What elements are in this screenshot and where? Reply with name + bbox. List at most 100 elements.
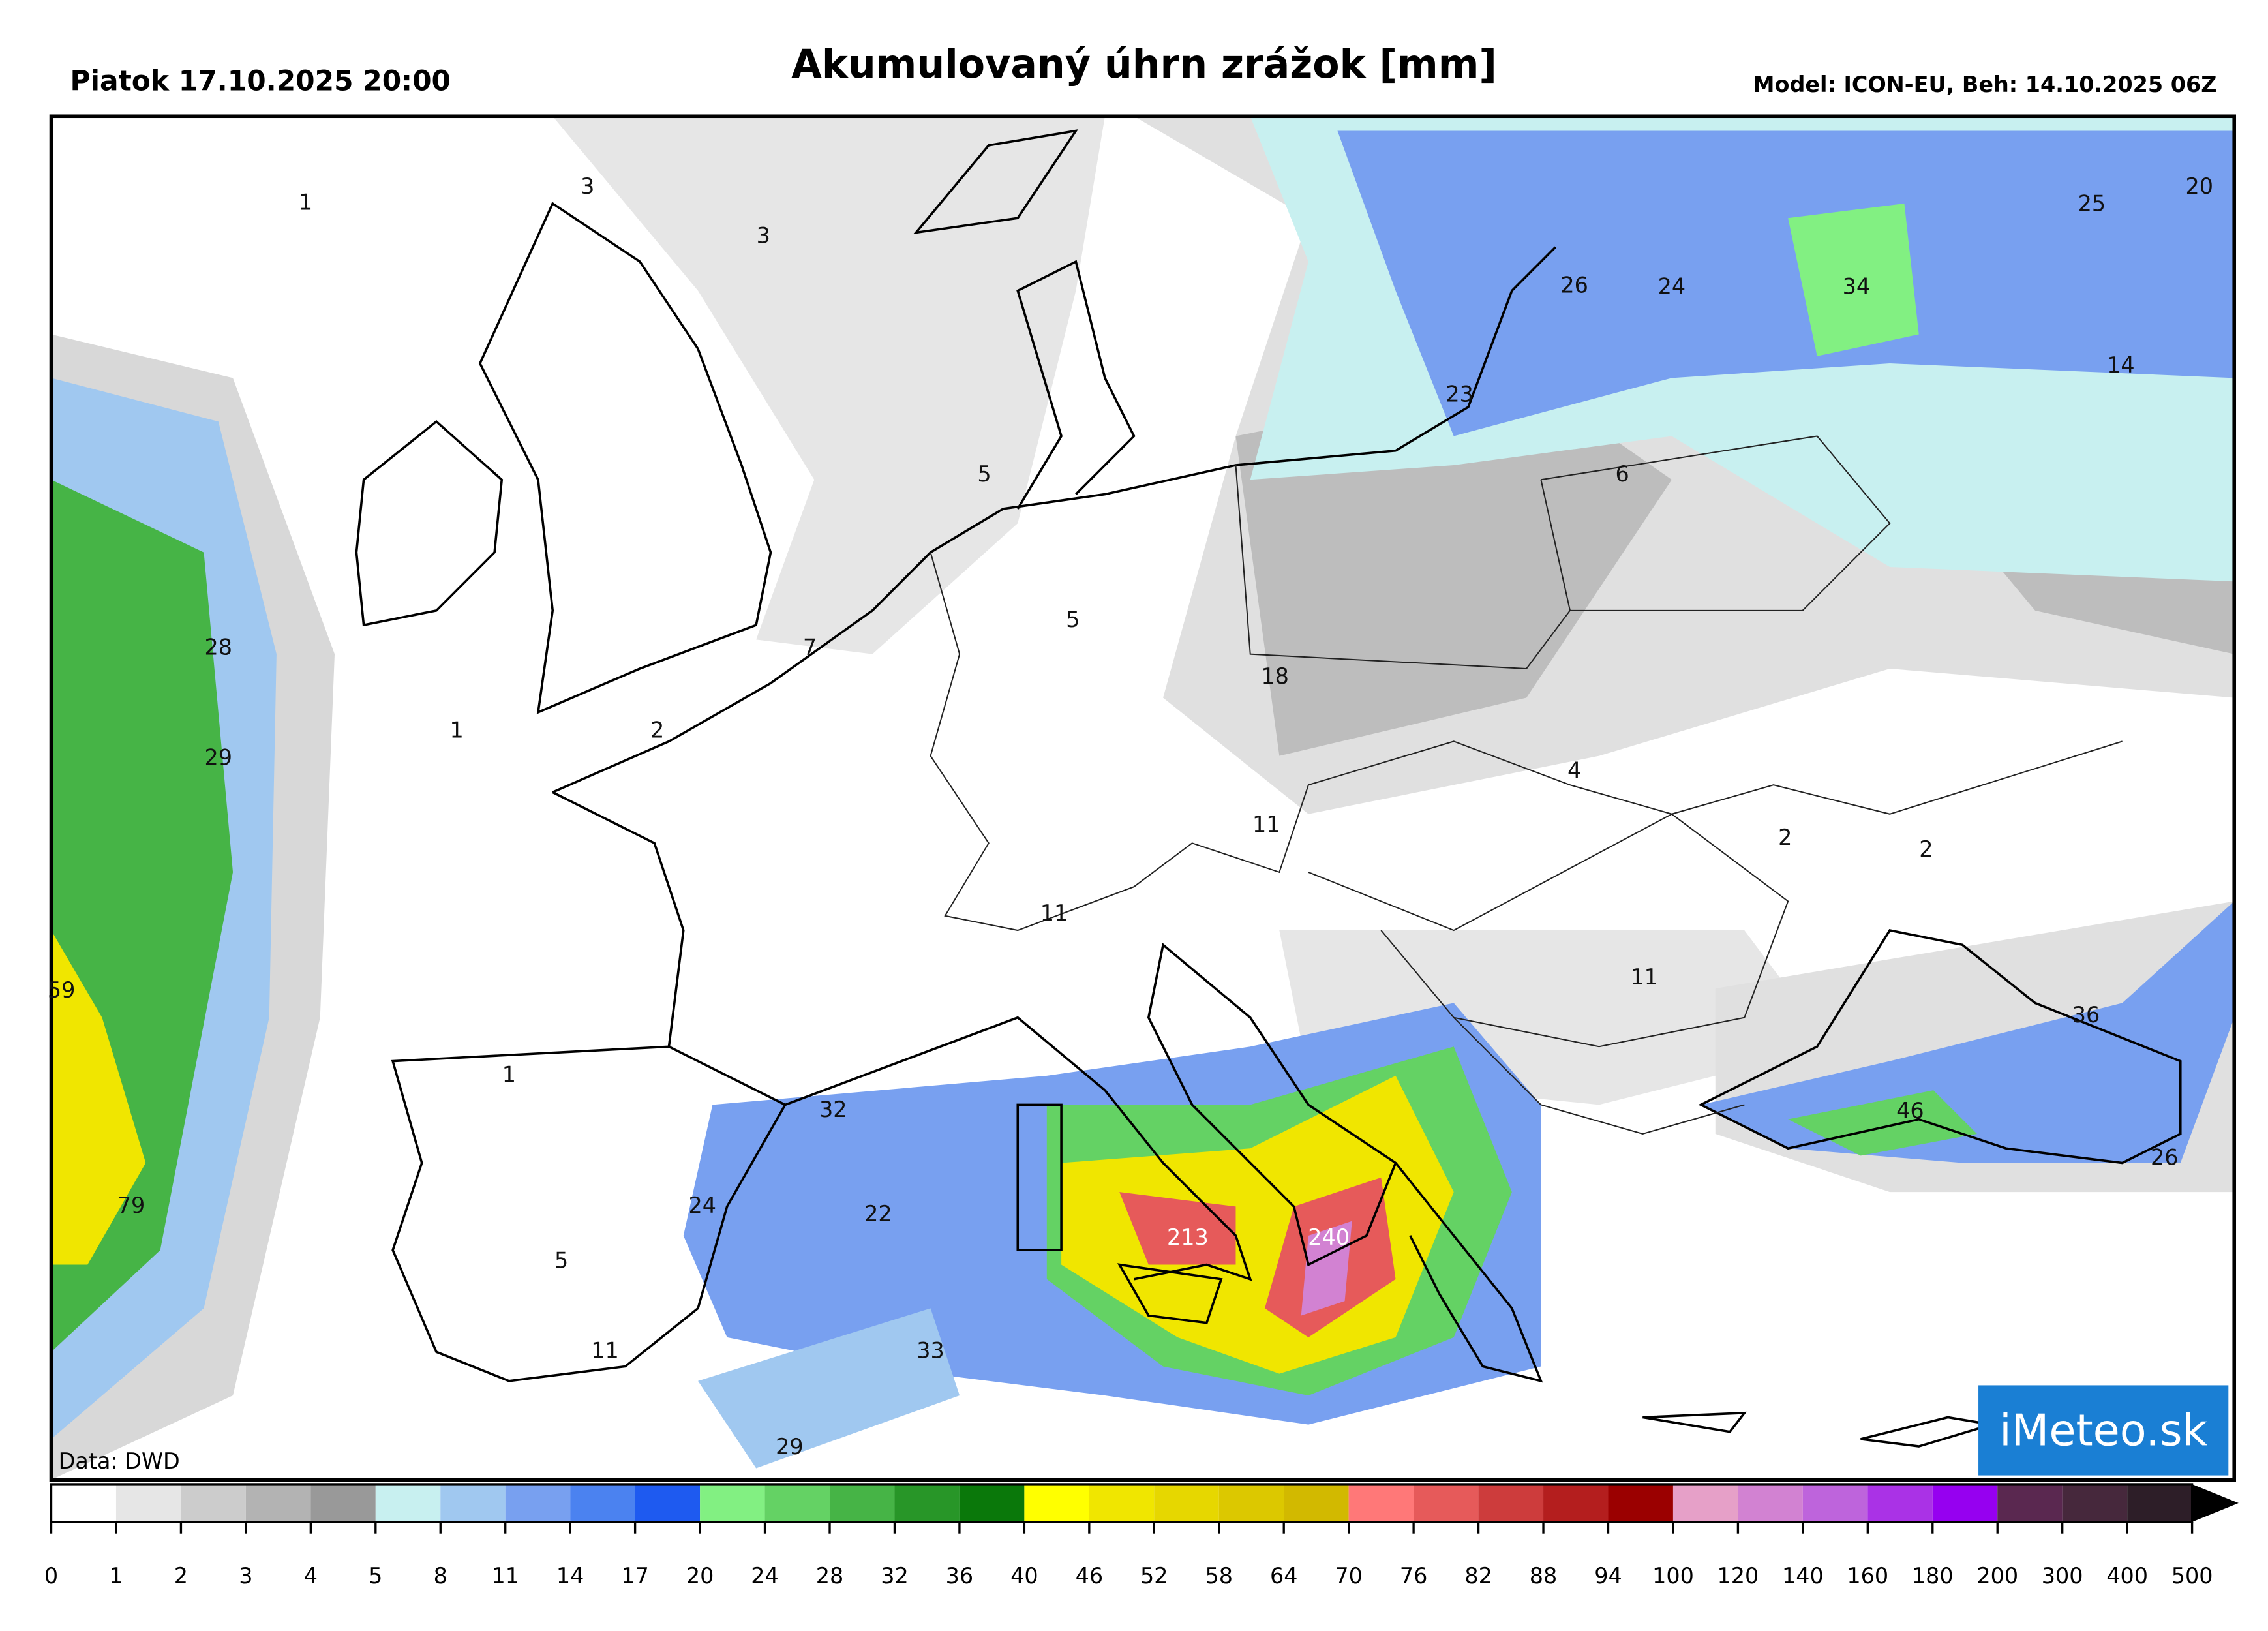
colorbar-box	[1608, 1484, 1673, 1522]
logo-box	[1978, 1385, 2229, 1476]
map-frame	[49, 114, 2237, 1482]
colorbar-tick-label: 5	[369, 1563, 382, 1589]
colorbar-box	[181, 1484, 246, 1522]
colorbar-tick-label: 200	[1976, 1563, 2018, 1589]
colorbar-box	[700, 1484, 765, 1522]
colorbar-tick-label: 2	[174, 1563, 188, 1589]
map-title: Akumulovaný úhrn zrážok [mm]	[791, 42, 1497, 87]
colorbar-tick-label: 140	[1782, 1563, 1824, 1589]
colorbar-box	[1672, 1484, 1738, 1522]
colorbar-box	[1802, 1484, 1868, 1522]
colorbar-box	[1414, 1484, 1479, 1522]
colorbar-tick-label: 64	[1270, 1563, 1298, 1589]
value-label: 11	[1040, 900, 1068, 926]
map-field	[51, 116, 2235, 1480]
value-label: 29	[776, 1434, 804, 1459]
value-label: 24	[688, 1193, 716, 1218]
value-label: 36	[2072, 1002, 2100, 1028]
colorbar-box	[2062, 1484, 2128, 1522]
colorbar-box	[440, 1484, 506, 1522]
colorbar-tick-label: 11	[491, 1563, 519, 1589]
value-label: 11	[1252, 812, 1280, 837]
colorbar-tick-label: 32	[881, 1563, 909, 1589]
colorbar-tick-label: 40	[1010, 1563, 1038, 1589]
value-label: 5	[554, 1248, 568, 1273]
value-label: 79	[117, 1193, 145, 1218]
colorbar-tick-label: 58	[1205, 1563, 1233, 1589]
colorbar-box	[1543, 1484, 1609, 1522]
colorbar-tick-label: 46	[1076, 1563, 1104, 1589]
colorbar-tick-label: 120	[1717, 1563, 1759, 1589]
value-label: 240	[1308, 1225, 1350, 1250]
data-source: Data: DWD	[59, 1448, 180, 1474]
value-label: 22	[864, 1201, 892, 1227]
valid-time: Piatok 17.10.2025 20:00	[70, 65, 451, 97]
value-label: 59	[48, 977, 76, 1003]
colorbar-tick-label: 500	[2171, 1563, 2213, 1589]
value-label: 5	[1066, 607, 1080, 632]
value-label: 2	[650, 717, 664, 742]
value-label: 1	[450, 717, 464, 742]
value-label: 3	[757, 223, 770, 249]
colorbar-box	[1024, 1484, 1089, 1522]
colorbar-box	[2127, 1484, 2192, 1522]
value-label: 1	[502, 1061, 516, 1087]
colorbar-tick-label: 0	[44, 1563, 58, 1589]
colorbar-frame	[50, 1483, 2194, 1523]
colorbar-extend	[2192, 1484, 2239, 1522]
colorbar-tick-label: 1	[109, 1563, 123, 1589]
colorbar-tick-label: 3	[239, 1563, 252, 1589]
colorbar-tick-label: 20	[686, 1563, 714, 1589]
value-label: 24	[1658, 274, 1686, 299]
value-label: 29	[204, 745, 232, 770]
value-label: 33	[916, 1338, 945, 1364]
value-label: 6	[1616, 461, 1629, 487]
colorbar-tick-label: 300	[2042, 1563, 2083, 1589]
colorbar-box	[764, 1484, 830, 1522]
colorbar-tick-label: 82	[1464, 1563, 1492, 1589]
colorbar-tick-label: 100	[1652, 1563, 1694, 1589]
colorbar-box	[1218, 1484, 1284, 1522]
colorbar-tick-label: 4	[304, 1563, 318, 1589]
value-label: 3	[581, 174, 594, 199]
colorbar-tick-label: 400	[2106, 1563, 2148, 1589]
value-label: 32	[819, 1097, 847, 1122]
value-label: 25	[2078, 191, 2106, 217]
value-label: 7	[803, 634, 817, 660]
colorbar-tick-label: 17	[621, 1563, 649, 1589]
colorbar-box	[1867, 1484, 1933, 1522]
colorbar-box	[1478, 1484, 1544, 1522]
colorbar-box	[1997, 1484, 2063, 1522]
colorbar-box	[245, 1484, 311, 1522]
colorbar: 0 1 2 3 4 5 8 11 14 17 20 24 28 32 36 40 46 52 58 64 70 76 82 8…	[44, 1483, 2239, 1589]
colorbar-box	[570, 1484, 635, 1522]
colorbar-box	[115, 1484, 181, 1522]
colorbar-tick-label: 24	[751, 1563, 779, 1589]
value-label: 1	[299, 189, 312, 215]
colorbar-box	[1284, 1484, 1349, 1522]
colorbar-tick-label: 8	[434, 1563, 447, 1589]
value-label: 5	[977, 461, 991, 487]
colorbar-tick-label: 14	[556, 1563, 584, 1589]
value-label: 26	[2151, 1144, 2179, 1170]
value-label: 20	[2185, 174, 2213, 199]
value-label: 213	[1167, 1225, 1209, 1250]
colorbar-box	[1154, 1484, 1219, 1522]
colorbar-box	[505, 1484, 571, 1522]
model-info: Model: ICON-EU, Beh: 14.10.2025 06Z	[1753, 72, 2216, 97]
colorbar-tick-label: 94	[1594, 1563, 1622, 1589]
colorbar-tick-label: 88	[1530, 1563, 1558, 1589]
value-label: 11	[1630, 964, 1658, 990]
colorbar-box	[830, 1484, 895, 1522]
colorbar-box	[894, 1484, 960, 1522]
colorbar-tick-label: 76	[1400, 1563, 1428, 1589]
colorbar-box	[959, 1484, 1025, 1522]
colorbar-tick-label: 28	[816, 1563, 844, 1589]
colorbar-tick-label: 36	[946, 1563, 974, 1589]
value-label: 23	[1445, 382, 1474, 407]
colorbar-tick-label: 70	[1335, 1563, 1363, 1589]
value-label: 11	[591, 1338, 619, 1364]
colorbar-box	[1348, 1484, 1414, 1522]
value-label: 28	[204, 634, 232, 660]
